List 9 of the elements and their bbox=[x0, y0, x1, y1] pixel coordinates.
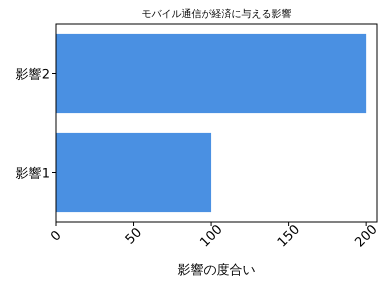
x-tick-label: 50 bbox=[122, 225, 146, 248]
x-tick-label: 200 bbox=[352, 222, 381, 250]
x-tick-label: 150 bbox=[274, 222, 304, 250]
x-tick-label: 100 bbox=[197, 222, 226, 250]
chart-title: モバイル通信が経済に与える影響 bbox=[142, 8, 292, 20]
y-tick-label: 影響2 bbox=[16, 68, 50, 82]
x-tick-label: 0 bbox=[48, 228, 65, 245]
y-tick-label: 影響1 bbox=[16, 166, 50, 182]
x-axis-title: 影響の度合い bbox=[178, 262, 256, 278]
